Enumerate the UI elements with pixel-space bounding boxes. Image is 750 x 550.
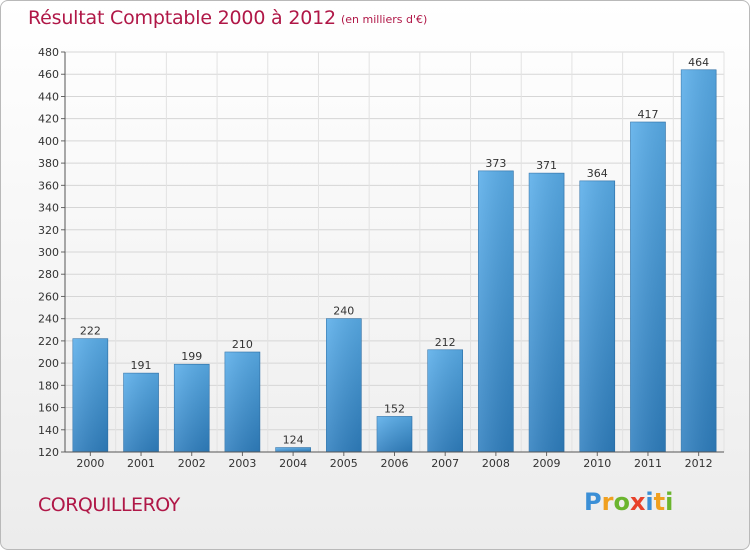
x-tick-label: 2009 bbox=[533, 457, 561, 470]
y-tick-label: 180 bbox=[38, 379, 59, 392]
y-tick-label: 340 bbox=[38, 202, 59, 215]
bar-value-label: 199 bbox=[181, 350, 202, 363]
logo-letter: i bbox=[665, 488, 674, 516]
bar-shade bbox=[579, 180, 615, 452]
y-tick-label: 160 bbox=[38, 402, 59, 415]
bar-value-label: 152 bbox=[384, 402, 405, 415]
place-name: CORQUILLEROY bbox=[38, 494, 180, 516]
axes: 120 140 160 180 200 220 240 260 280 300 320 340 360 3… bbox=[38, 46, 724, 470]
x-tick-label: 2001 bbox=[127, 457, 155, 470]
y-tick-label: 200 bbox=[38, 357, 59, 370]
bar-value-label: 373 bbox=[485, 157, 506, 170]
bar-shade bbox=[224, 352, 260, 452]
bar-shade bbox=[72, 338, 108, 452]
bar-shade bbox=[174, 364, 210, 452]
y-tick-label: 480 bbox=[38, 46, 59, 59]
logo-letter: o bbox=[613, 488, 630, 516]
x-tick-label: 2010 bbox=[583, 457, 611, 470]
bar-value-label: 464 bbox=[688, 56, 709, 69]
bar-shade bbox=[427, 349, 463, 452]
y-tick-label: 280 bbox=[38, 268, 59, 281]
x-tick-label: 2011 bbox=[634, 457, 662, 470]
bar-shade bbox=[529, 173, 565, 452]
logo-letter: P bbox=[584, 488, 602, 516]
bar-shade bbox=[377, 416, 412, 452]
bar-value-label: 124 bbox=[283, 434, 304, 447]
grid-lines bbox=[64, 51, 725, 453]
x-tick-label: 2002 bbox=[178, 457, 206, 470]
bar-shade bbox=[681, 69, 717, 453]
proxiti-logo: Proxiti bbox=[584, 488, 673, 516]
x-tick-label: 2003 bbox=[228, 457, 256, 470]
y-tick-label: 400 bbox=[38, 135, 59, 148]
x-tick-label: 2004 bbox=[279, 457, 307, 470]
y-tick-label: 300 bbox=[38, 246, 59, 259]
y-tick-label: 120 bbox=[38, 446, 59, 459]
logo-letter: t bbox=[653, 488, 666, 516]
logo-letter: x bbox=[629, 488, 646, 516]
chart-subtitle: (en milliers d'€) bbox=[341, 13, 428, 26]
bar-shade bbox=[478, 170, 514, 452]
bar-shade bbox=[275, 447, 311, 452]
logo-letter: i bbox=[645, 488, 654, 516]
x-tick-label: 2000 bbox=[76, 457, 104, 470]
y-tick-label: 260 bbox=[38, 290, 59, 303]
y-tick-label: 320 bbox=[38, 224, 59, 237]
y-tick-label: 440 bbox=[38, 90, 59, 103]
y-tick-label: 420 bbox=[38, 113, 59, 126]
y-tick-label: 360 bbox=[38, 179, 59, 192]
bars: 222 191 199 210 124 240 152 212 373 371 364 417 464 bbox=[72, 56, 717, 453]
bar-shade bbox=[630, 122, 666, 452]
x-tick-label: 2007 bbox=[431, 457, 459, 470]
x-tick-label: 2005 bbox=[330, 457, 358, 470]
y-tick-label: 220 bbox=[38, 335, 59, 348]
chart-title: Résultat Comptable 2000 à 2012 bbox=[28, 7, 336, 29]
bar-value-label: 212 bbox=[435, 336, 456, 349]
y-tick-label: 460 bbox=[38, 68, 59, 81]
logo-letter: r bbox=[601, 488, 614, 516]
bar-shade bbox=[123, 373, 159, 452]
bar-value-label: 222 bbox=[80, 325, 101, 338]
x-tick-label: 2006 bbox=[381, 457, 409, 470]
bar-value-label: 210 bbox=[232, 338, 253, 351]
bar-value-label: 417 bbox=[637, 108, 658, 121]
x-tick-label: 2012 bbox=[685, 457, 713, 470]
bar-shade bbox=[326, 318, 362, 452]
y-tick-label: 140 bbox=[38, 424, 59, 437]
y-tick-label: 380 bbox=[38, 157, 59, 170]
x-tick-label: 2008 bbox=[482, 457, 510, 470]
bar-value-label: 364 bbox=[587, 167, 608, 180]
y-tick-label: 240 bbox=[38, 313, 59, 326]
bar-value-label: 240 bbox=[333, 305, 354, 318]
bar-value-label: 191 bbox=[131, 359, 152, 372]
bar-value-label: 371 bbox=[536, 159, 557, 172]
